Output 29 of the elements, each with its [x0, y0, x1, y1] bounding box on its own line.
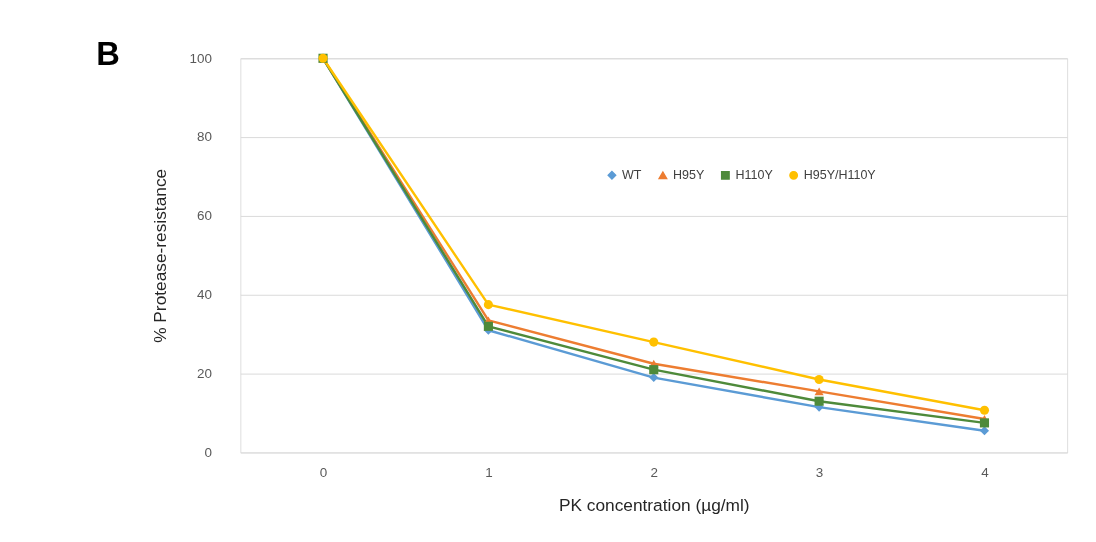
point: [979, 405, 990, 415]
legend-label: WT: [622, 168, 642, 183]
point: [979, 426, 990, 436]
point: [814, 374, 824, 385]
x-tick-label: 4: [981, 464, 990, 480]
x-axis-title: PK concentration (µg/ml): [558, 494, 750, 515]
point: [483, 321, 493, 331]
y-tick-label: 60: [197, 208, 212, 224]
legend-label: H95Y/H110Y: [803, 168, 877, 183]
point: [814, 387, 824, 396]
y-tick-label: 20: [197, 365, 212, 381]
y-tick-label: 40: [197, 287, 212, 303]
y-axis-title: % Protease-resistance: [150, 168, 171, 343]
point: [814, 396, 824, 406]
x-tick-label: 2: [650, 464, 658, 480]
point: [483, 300, 493, 310]
legend-label: H110Y: [735, 168, 774, 183]
x-tick-label: 1: [485, 464, 493, 480]
text: B: [96, 35, 120, 73]
point: [649, 365, 659, 375]
point: [649, 337, 659, 347]
x-tick-label: 3: [815, 464, 824, 480]
point: [649, 373, 659, 383]
legend-label: H95Y: [672, 168, 705, 183]
y-tick-label: 100: [189, 50, 212, 66]
point: [979, 418, 990, 428]
y-tick-label: 0: [204, 444, 212, 460]
y-tick-label: 80: [197, 129, 212, 145]
x-tick-label: 0: [319, 464, 328, 480]
